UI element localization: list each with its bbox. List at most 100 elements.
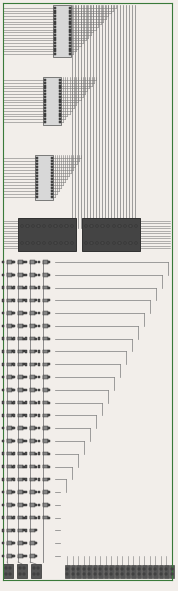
Bar [70, 565, 75, 578]
Bar [48, 504, 50, 506]
Bar [35, 402, 37, 404]
Bar [43, 311, 48, 315]
Bar [9, 567, 11, 569]
Bar [90, 242, 93, 244]
Bar [48, 325, 50, 327]
Bar [7, 286, 12, 290]
Bar [35, 440, 37, 442]
Bar [13, 453, 15, 455]
Bar [30, 337, 35, 340]
Bar [25, 465, 27, 467]
Bar [43, 87, 46, 89]
Bar [30, 491, 35, 494]
Bar [38, 453, 40, 455]
Bar [17, 491, 22, 494]
Bar [38, 517, 40, 519]
Bar [35, 155, 53, 200]
Bar [51, 163, 53, 165]
Bar [23, 337, 25, 340]
Bar [30, 273, 35, 277]
Bar [82, 218, 140, 251]
Bar [26, 225, 29, 228]
Bar [38, 440, 40, 442]
Bar [149, 573, 151, 575]
Bar [12, 427, 14, 429]
Bar [7, 324, 12, 327]
Bar [2, 555, 4, 557]
Bar [2, 324, 4, 327]
Bar [35, 190, 38, 192]
Bar [43, 298, 48, 302]
Bar [35, 389, 37, 391]
Bar [54, 40, 56, 41]
Bar [59, 110, 61, 112]
Bar [71, 242, 73, 244]
Bar [13, 465, 15, 467]
Bar [12, 376, 14, 378]
Bar [7, 260, 12, 264]
Bar [154, 568, 156, 570]
Bar [2, 337, 4, 340]
Bar [112, 225, 115, 228]
Bar [17, 286, 22, 290]
Bar [38, 312, 40, 314]
Bar [158, 565, 163, 578]
Bar [12, 478, 14, 480]
Bar [35, 261, 37, 263]
Bar [112, 242, 115, 244]
Bar [13, 350, 15, 353]
Bar [43, 82, 46, 84]
Bar [54, 23, 56, 25]
Bar [101, 242, 104, 244]
Bar [88, 573, 90, 575]
Bar [35, 196, 38, 198]
Bar [43, 491, 48, 494]
Bar [2, 274, 4, 276]
Bar [12, 287, 14, 288]
Bar [59, 93, 61, 95]
Bar [38, 504, 40, 506]
Bar [25, 427, 27, 430]
Bar [38, 286, 40, 289]
Bar [54, 12, 56, 14]
Bar [17, 439, 22, 443]
Bar [35, 517, 37, 519]
Bar [35, 166, 38, 168]
Bar [21, 242, 23, 244]
Bar [30, 529, 35, 532]
Bar [23, 261, 25, 263]
Bar [25, 299, 27, 301]
Bar [43, 350, 48, 353]
Bar [132, 573, 134, 575]
Bar [23, 491, 25, 493]
Bar [13, 376, 15, 378]
Bar [23, 350, 25, 352]
Bar [48, 261, 50, 263]
Bar [129, 242, 132, 244]
Bar [12, 312, 14, 314]
Bar [131, 565, 135, 578]
Bar [25, 555, 27, 557]
Bar [23, 363, 25, 365]
Bar [35, 376, 37, 378]
Bar [137, 565, 141, 578]
Bar [26, 242, 29, 244]
Bar [85, 242, 87, 244]
Bar [32, 225, 34, 228]
Bar [18, 218, 76, 251]
Bar [30, 298, 35, 302]
Bar [25, 504, 27, 506]
Bar [30, 414, 35, 417]
Bar [59, 79, 61, 81]
Bar [43, 104, 46, 106]
Bar [38, 427, 40, 430]
Bar [2, 478, 4, 480]
Bar [43, 113, 46, 115]
Bar [7, 375, 12, 379]
Bar [35, 169, 38, 171]
Bar [35, 300, 37, 301]
Bar [94, 573, 96, 575]
Bar [51, 184, 53, 186]
Bar [51, 187, 53, 189]
Bar [35, 337, 37, 340]
